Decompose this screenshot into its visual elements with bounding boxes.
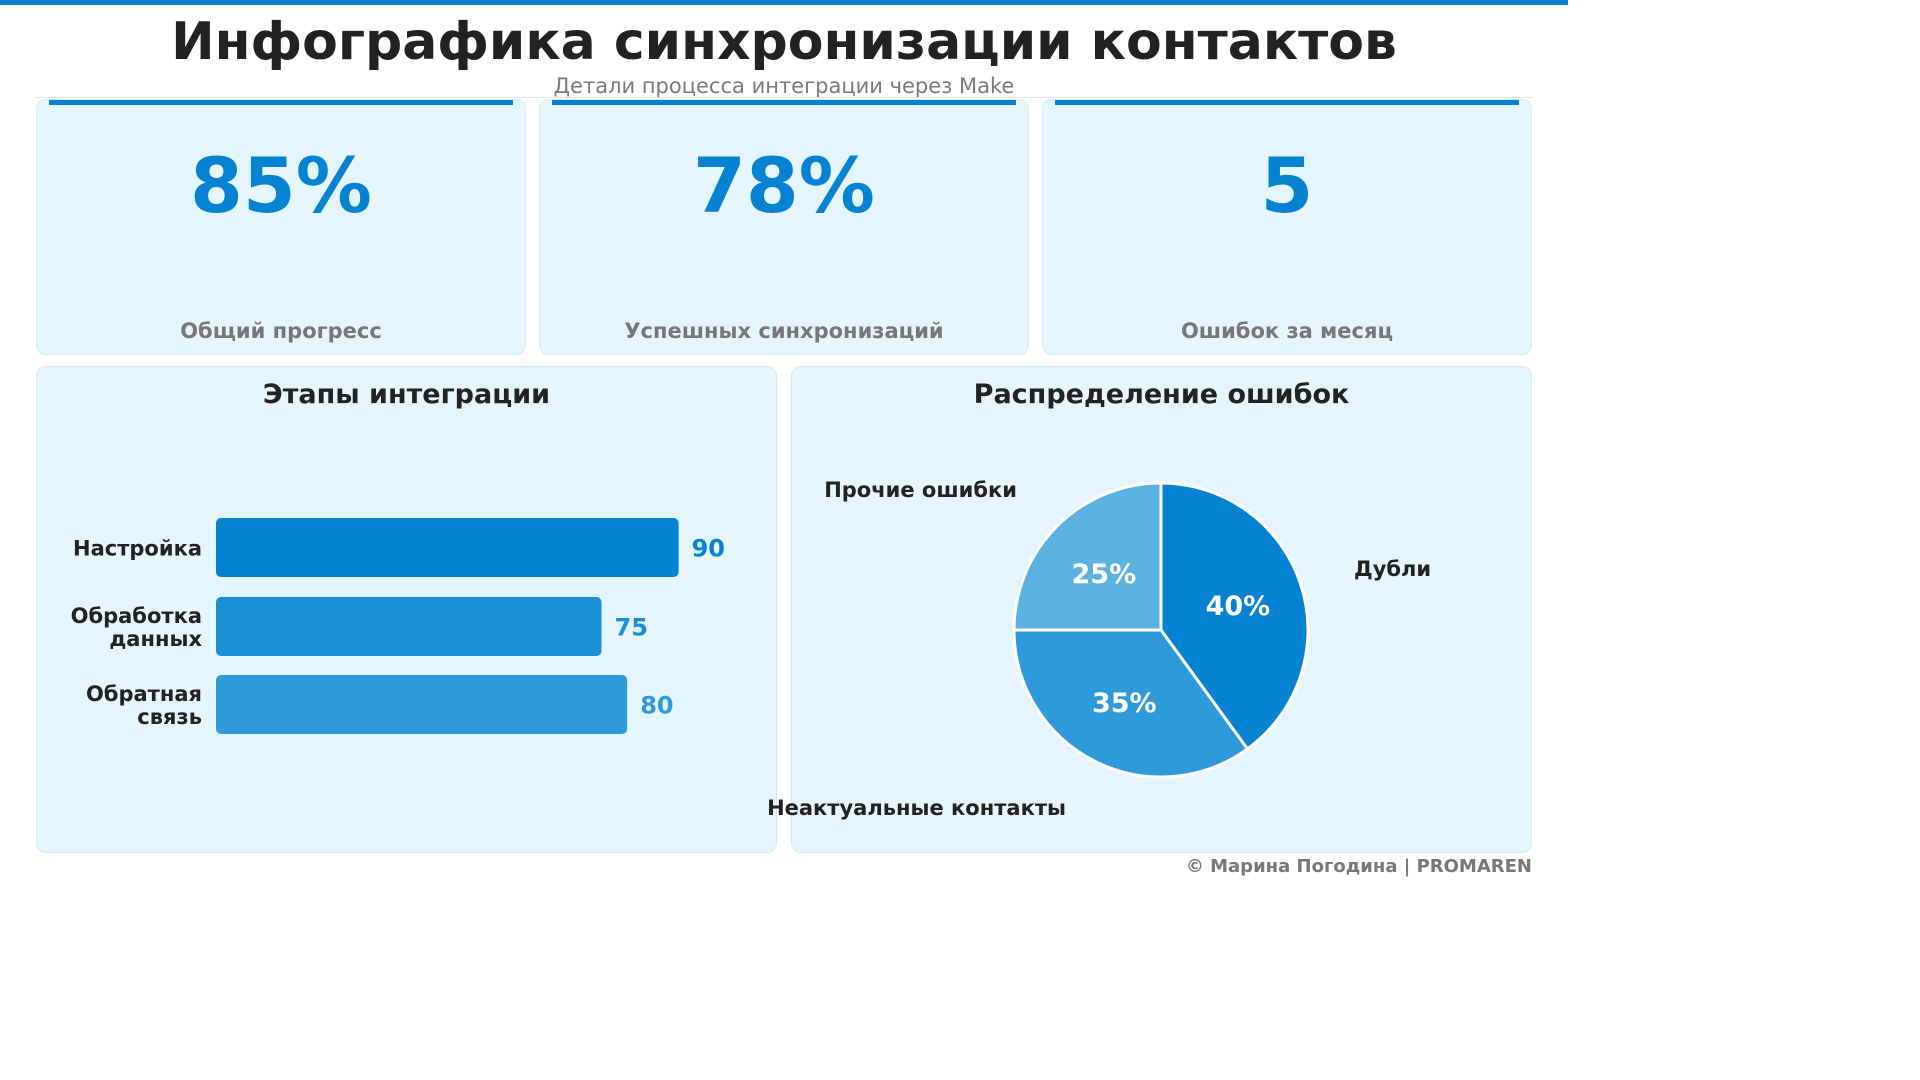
bar <box>216 597 602 656</box>
kpi-value: 85% <box>190 141 372 230</box>
bar-chart-title: Этапы интеграции <box>262 379 551 410</box>
kpi-label: Ошибок за месяц <box>1180 319 1394 343</box>
bar-category-label: связь <box>137 705 202 729</box>
page-title: Инфографика синхронизации контактов <box>171 12 1397 72</box>
bar-value-label: 80 <box>640 692 673 720</box>
card-accent <box>49 100 513 105</box>
pie-category-label: Неактуальные контакты <box>767 796 1066 820</box>
top-accent-bar <box>0 0 1568 5</box>
bar <box>216 518 679 577</box>
pie-category-label: Дубли <box>1354 557 1431 581</box>
kpi-card-progress: 85% Общий прогресс <box>36 99 526 355</box>
bar-category-label: данных <box>109 627 202 651</box>
card-accent <box>552 100 1016 105</box>
kpi-value: 78% <box>693 141 875 230</box>
pie-slice <box>1012 628 1250 779</box>
kpi-label: Успешных синхронизаций <box>624 319 944 343</box>
card-accent <box>1055 100 1519 105</box>
kpi-value: 5 <box>1260 141 1314 230</box>
kpi-label: Общий прогресс <box>180 319 382 343</box>
bar-value-label: 90 <box>692 535 725 563</box>
pie-slice <box>1159 481 1310 752</box>
bar-category-label: Обратная <box>86 682 202 706</box>
bar-value-label: 75 <box>615 614 648 642</box>
bar-category-label: Настройка <box>73 537 202 561</box>
pie-percent-label: 40% <box>1206 591 1271 622</box>
pie-percent-label: 35% <box>1092 688 1157 719</box>
footer-credit: © Марина Погодина | PROMAREN <box>1185 856 1532 877</box>
page-subtitle: Детали процесса интеграции через Make <box>553 74 1015 98</box>
kpi-card-success: 78% Успешных синхронизаций <box>539 99 1029 355</box>
bar <box>216 675 628 734</box>
pie-percent-label: 25% <box>1072 559 1137 590</box>
kpi-card-errors: 5 Ошибок за месяц <box>1042 99 1532 355</box>
pie-category-label: Прочие ошибки <box>824 478 1017 502</box>
pie-chart-title: Распределение ошибок <box>973 379 1350 410</box>
divider <box>36 97 1532 98</box>
pie-slice <box>1012 481 1163 632</box>
bar-category-label: Обработка <box>71 604 202 628</box>
